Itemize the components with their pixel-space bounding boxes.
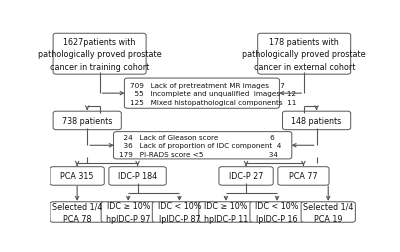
FancyBboxPatch shape (114, 132, 292, 159)
FancyBboxPatch shape (50, 167, 104, 185)
Text: PCA 315: PCA 315 (60, 172, 94, 181)
Text: 148 patients: 148 patients (292, 116, 342, 125)
FancyBboxPatch shape (282, 112, 351, 130)
Text: IDC-P 27: IDC-P 27 (229, 172, 263, 181)
Text: IDC ≥ 10%
hpIDC-P 11: IDC ≥ 10% hpIDC-P 11 (204, 201, 248, 223)
Text: IDC < 10%
lpIDC-P 16: IDC < 10% lpIDC-P 16 (255, 201, 299, 223)
FancyBboxPatch shape (152, 202, 206, 222)
Text: 1627patients with
pathologically proved prostate
cancer in training cohort: 1627patients with pathologically proved … (38, 38, 162, 71)
Text: IDC-P 184: IDC-P 184 (118, 172, 157, 181)
Text: 24   Lack of Gleason score                       6
  36   Lack of proportion of : 24 Lack of Gleason score 6 36 Lack of pr… (119, 134, 282, 157)
FancyBboxPatch shape (199, 202, 253, 222)
Text: PCA 77: PCA 77 (289, 172, 318, 181)
FancyBboxPatch shape (258, 34, 351, 75)
FancyBboxPatch shape (53, 34, 146, 75)
FancyBboxPatch shape (53, 112, 121, 130)
FancyBboxPatch shape (50, 202, 104, 222)
Text: IDC ≥ 10%
hpIDC-P 97: IDC ≥ 10% hpIDC-P 97 (106, 201, 150, 223)
Text: 178 patients with
pathologically proved prostate
cancer in external cohort: 178 patients with pathologically proved … (242, 38, 366, 71)
Text: IDC < 10%
lpIDC-P 87: IDC < 10% lpIDC-P 87 (158, 201, 201, 223)
FancyBboxPatch shape (124, 79, 279, 109)
FancyBboxPatch shape (219, 167, 273, 185)
FancyBboxPatch shape (301, 202, 355, 222)
Text: Selected 1/4
PCA 78: Selected 1/4 PCA 78 (52, 201, 102, 223)
FancyBboxPatch shape (101, 202, 155, 222)
FancyBboxPatch shape (278, 167, 329, 185)
FancyBboxPatch shape (250, 202, 304, 222)
Text: 738 patients: 738 patients (62, 116, 112, 125)
Text: Selected 1/4
PCA 19: Selected 1/4 PCA 19 (303, 201, 354, 223)
FancyBboxPatch shape (109, 167, 166, 185)
Text: 709   Lack of pretreatment MR images     7
  55   Incomplete and unqualified  im: 709 Lack of pretreatment MR images 7 55 … (130, 82, 296, 105)
